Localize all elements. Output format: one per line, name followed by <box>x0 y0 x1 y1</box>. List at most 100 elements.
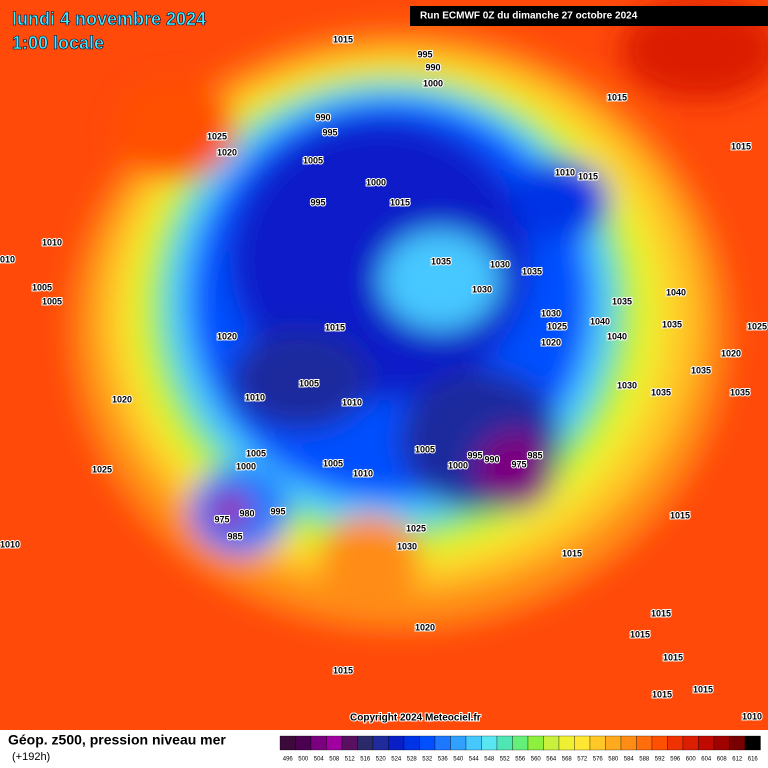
legend-label: 536 <box>438 757 449 763</box>
isobar-label: 995 <box>467 450 482 460</box>
legend-swatch <box>465 735 482 751</box>
legend-swatch <box>450 735 467 751</box>
isobar-label: 1010 <box>0 254 15 264</box>
isobar-label: 1040 <box>590 316 610 326</box>
isobar-label: 1015 <box>630 629 650 639</box>
run-info: Run ECMWF 0Z du dimanche 27 octobre 2024 <box>420 11 638 22</box>
isobar-label: 1015 <box>578 171 598 181</box>
legend-label: 588 <box>639 757 650 763</box>
isobar-label: 990 <box>484 454 499 464</box>
isobar-label: 1035 <box>522 266 542 276</box>
legend-swatch <box>279 735 296 751</box>
legend-label: 564 <box>546 757 557 763</box>
legend-swatch <box>636 735 653 751</box>
run-box <box>410 6 768 26</box>
isobar-label: 1020 <box>541 337 561 347</box>
isobar-label: 1015 <box>670 510 690 520</box>
isobar-label: 1005 <box>415 444 435 454</box>
legend-label: 584 <box>624 757 635 763</box>
isobar-label: 1035 <box>662 319 682 329</box>
isobar-label: 995 <box>270 506 285 516</box>
legend-label: 516 <box>360 757 371 763</box>
legend-swatch <box>729 735 746 751</box>
color-legend: 496 500 504 508 512 516 520 524 528 532 536 540 544 5… <box>279 735 761 763</box>
legend-swatch <box>667 735 684 751</box>
isobar-label: 1020 <box>415 622 435 632</box>
legend-swatch <box>589 735 606 751</box>
isobar-label: 995 <box>322 127 337 137</box>
isobar-label: 1030 <box>490 259 510 269</box>
isobar-label: 1025 <box>747 321 767 331</box>
legend-swatch <box>496 735 513 751</box>
legend-label: 512 <box>345 757 356 763</box>
isobar-label: 1005 <box>323 458 343 468</box>
isobar-label: 1010 <box>42 237 62 247</box>
isobar-label: 975 <box>214 514 229 524</box>
isobar-label: 1030 <box>472 284 492 294</box>
isobar-label: 1015 <box>731 141 751 151</box>
isobar-label: 985 <box>227 531 242 541</box>
isobar-label: 1015 <box>693 684 713 694</box>
isobar-label: 1035 <box>612 296 632 306</box>
legend-label: 504 <box>314 757 325 763</box>
legend-label: 496 <box>283 757 294 763</box>
legend-swatch <box>744 735 761 751</box>
legend-swatch <box>295 735 312 751</box>
date-title: lundi 4 novembre 2024 <box>12 9 206 29</box>
isobar-label: 1025 <box>207 131 227 141</box>
legend-label: 604 <box>701 757 712 763</box>
legend-swatch <box>698 735 715 751</box>
legend-swatch <box>574 735 591 751</box>
isobar-label: 1005 <box>246 448 266 458</box>
isobar-label: 1030 <box>541 308 561 318</box>
geopotential-field <box>0 0 768 730</box>
isobar-label: 975 <box>511 459 526 469</box>
legend-label: 508 <box>329 757 340 763</box>
legend-swatch <box>434 735 451 751</box>
legend-label: 600 <box>686 757 697 763</box>
legend-label: 592 <box>655 757 666 763</box>
isobar-label: 1035 <box>431 256 451 266</box>
time-title: 1:00 locale <box>12 33 104 53</box>
legend-label: 576 <box>593 757 604 763</box>
isobar-label: 1000 <box>366 177 386 187</box>
isobar-label: 1000 <box>236 461 256 471</box>
legend-swatch <box>372 735 389 751</box>
legend-label: 572 <box>577 757 588 763</box>
isobar-label: 1010 <box>742 711 762 721</box>
legend-swatch <box>651 735 668 751</box>
legend-label: 608 <box>717 757 728 763</box>
isobar-label: 1015 <box>663 652 683 662</box>
legend-swatch <box>388 735 405 751</box>
legend-swatch <box>543 735 560 751</box>
legend-label: 524 <box>391 757 402 763</box>
legend-swatch <box>357 735 374 751</box>
isobar-label: 1015 <box>325 322 345 332</box>
isobar-label: 1010 <box>0 539 20 549</box>
legend-swatch <box>310 735 327 751</box>
lead-time: (+192h) <box>12 751 50 763</box>
isobar-label: 985 <box>527 450 542 460</box>
isobar-label: 990 <box>315 112 330 122</box>
isobar-label: 1035 <box>730 387 750 397</box>
isobar-label: 1000 <box>448 460 468 470</box>
isobar-label: 1025 <box>406 523 426 533</box>
legend-label: 540 <box>453 757 464 763</box>
isobar-label: 1035 <box>651 387 671 397</box>
isobar-label: 1025 <box>92 464 112 474</box>
legend-label: 596 <box>670 757 681 763</box>
legend-swatch <box>605 735 622 751</box>
legend-swatch <box>403 735 420 751</box>
legend-swatch <box>326 735 343 751</box>
isobar-label: 1040 <box>607 331 627 341</box>
legend-label: 568 <box>562 757 573 763</box>
isobar-label: 1005 <box>299 378 319 388</box>
isobar-label: 1015 <box>652 689 672 699</box>
legend-label: 528 <box>407 757 418 763</box>
legend-label: 548 <box>484 757 495 763</box>
legend-swatch <box>713 735 730 751</box>
copyright: Copyright 2024 Meteociel.fr <box>350 713 481 724</box>
isobar-label: 995 <box>310 197 325 207</box>
isobar-label: 980 <box>239 508 254 518</box>
